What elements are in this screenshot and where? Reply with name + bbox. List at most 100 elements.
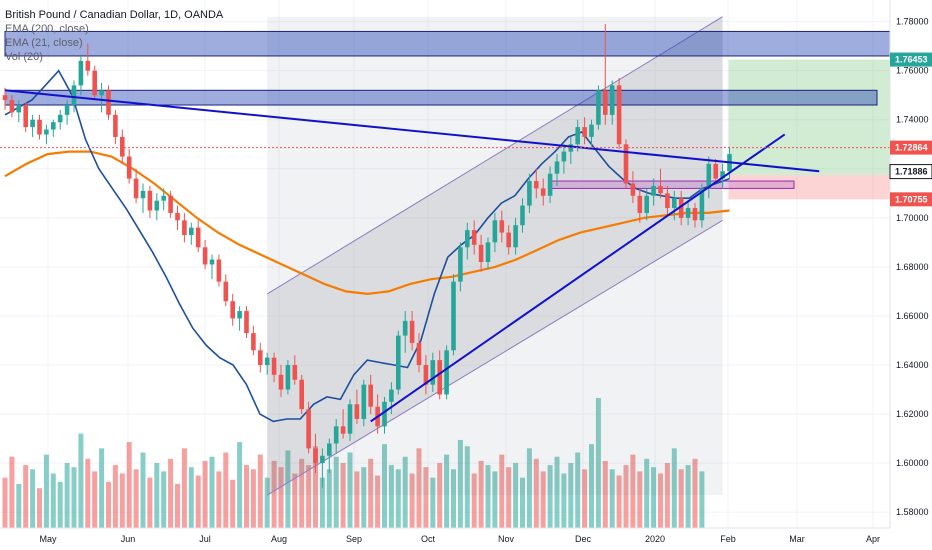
stop-zone — [728, 174, 890, 200]
candle-body — [292, 365, 298, 380]
candle-body — [589, 124, 594, 137]
candle-body — [685, 208, 691, 218]
volume-bar — [478, 460, 484, 528]
volume-bar — [161, 471, 167, 528]
time-axis[interactable]: May Jun Jul Aug Sep Oct Nov Dec 2020 Feb Mar Apr — [0, 527, 932, 550]
volume-bar — [133, 469, 139, 528]
volume-bar — [292, 473, 298, 528]
candle-body — [423, 365, 429, 385]
candle-body — [106, 90, 111, 115]
candle-body — [168, 195, 173, 213]
channel-upper-line — [266, 16, 723, 295]
volume-bar — [402, 456, 408, 528]
time-tick-label: Oct — [421, 534, 436, 544]
time-tick-label: Jun — [121, 534, 136, 544]
channel-lower-line — [266, 219, 723, 496]
volume-bar — [485, 465, 491, 528]
candle-body — [651, 185, 656, 196]
candle-body — [465, 230, 470, 248]
time-tick-label: Dec — [575, 534, 592, 544]
volume-bar — [692, 458, 698, 528]
candle-body — [320, 455, 325, 464]
ema200-legend[interactable]: EMA (200, close) — [5, 23, 89, 35]
price-tick-label: 1.66000 — [896, 311, 929, 321]
price-tag-bg — [890, 192, 932, 207]
price-tick-label: 1.74000 — [896, 115, 929, 125]
horizontal-zones[interactable] — [4, 30, 891, 189]
candle-body — [623, 144, 629, 184]
candle-body — [492, 220, 498, 243]
volume-bar — [278, 467, 284, 528]
price-tick-label: 1.70000 — [896, 213, 929, 223]
symbol-title[interactable]: British Pound / Canadian Dollar, 1D, OAN… — [5, 9, 224, 21]
price-tag-bg — [889, 164, 932, 180]
volume-bar — [437, 463, 443, 528]
candle-body — [361, 384, 367, 419]
candle-body — [568, 144, 574, 152]
candle-body — [306, 409, 311, 449]
candle-body — [672, 198, 677, 209]
price-tag-label: 1.71886 — [895, 167, 928, 177]
candle-body — [85, 60, 91, 71]
candle-body — [64, 105, 70, 115]
time-tick-label: Mar — [789, 534, 805, 544]
volume-bar — [375, 475, 381, 528]
volume-bar — [285, 450, 291, 528]
channel-band — [266, 16, 723, 496]
volume-bar — [2, 477, 8, 528]
volume-bars — [2, 398, 705, 528]
candle-body — [444, 350, 449, 395]
candle-body — [16, 105, 22, 113]
volume-bar — [154, 463, 160, 528]
candle-body — [30, 119, 35, 128]
trendlines[interactable] — [4, 89, 820, 423]
ema21-legend[interactable]: EMA (21, close) — [5, 37, 83, 49]
time-tick-label: Jul — [199, 534, 211, 544]
volume-bar — [333, 456, 339, 528]
volume-bar — [188, 467, 194, 528]
candle-body — [209, 259, 215, 265]
volume-bar — [92, 471, 98, 528]
candle-body — [44, 129, 49, 135]
chart-legend: British Pound / Canadian Dollar, 1D, OAN… — [5, 8, 223, 64]
volume-bar — [595, 398, 601, 528]
volume-bar — [250, 469, 256, 528]
candle-body — [692, 208, 698, 221]
price-axis[interactable]: 1.780001.760001.740001.720001.700001.680… — [889, 0, 932, 550]
volume-bar — [119, 473, 125, 528]
volume-bar — [57, 481, 63, 528]
price-tick-label: 1.58000 — [896, 507, 929, 517]
candle-body — [416, 342, 422, 366]
candle-body — [216, 259, 222, 282]
long-position-box[interactable] — [728, 59, 890, 200]
time-tick-label: Nov — [498, 534, 515, 544]
volume-bar — [306, 465, 312, 528]
volume-bar — [623, 465, 629, 528]
volume-bar — [347, 452, 353, 528]
candle-body — [658, 185, 663, 194]
price-axis-bg — [890, 0, 932, 550]
candle-body — [534, 181, 539, 189]
candle-body — [71, 85, 77, 106]
volume-bar — [644, 458, 650, 528]
price-tick-label: 1.62000 — [896, 409, 929, 419]
volume-bar — [202, 460, 208, 528]
volume-bar — [140, 452, 146, 528]
candle-body — [354, 404, 360, 419]
candle-body — [120, 136, 125, 157]
volume-bar — [637, 471, 643, 528]
candle-body — [630, 183, 636, 196]
candle-body — [382, 401, 387, 427]
candle-body — [499, 220, 505, 233]
volume-legend[interactable]: Vol (20) — [5, 51, 43, 63]
volume-bar — [444, 454, 450, 528]
volume-bar — [43, 454, 49, 528]
volume-bar — [630, 454, 636, 528]
volume-bar — [464, 446, 470, 528]
candle-body — [264, 357, 270, 366]
candle-body — [554, 161, 560, 174]
candle-body — [2, 95, 8, 101]
volume-bar — [319, 477, 325, 528]
time-axis-bg — [0, 528, 932, 550]
